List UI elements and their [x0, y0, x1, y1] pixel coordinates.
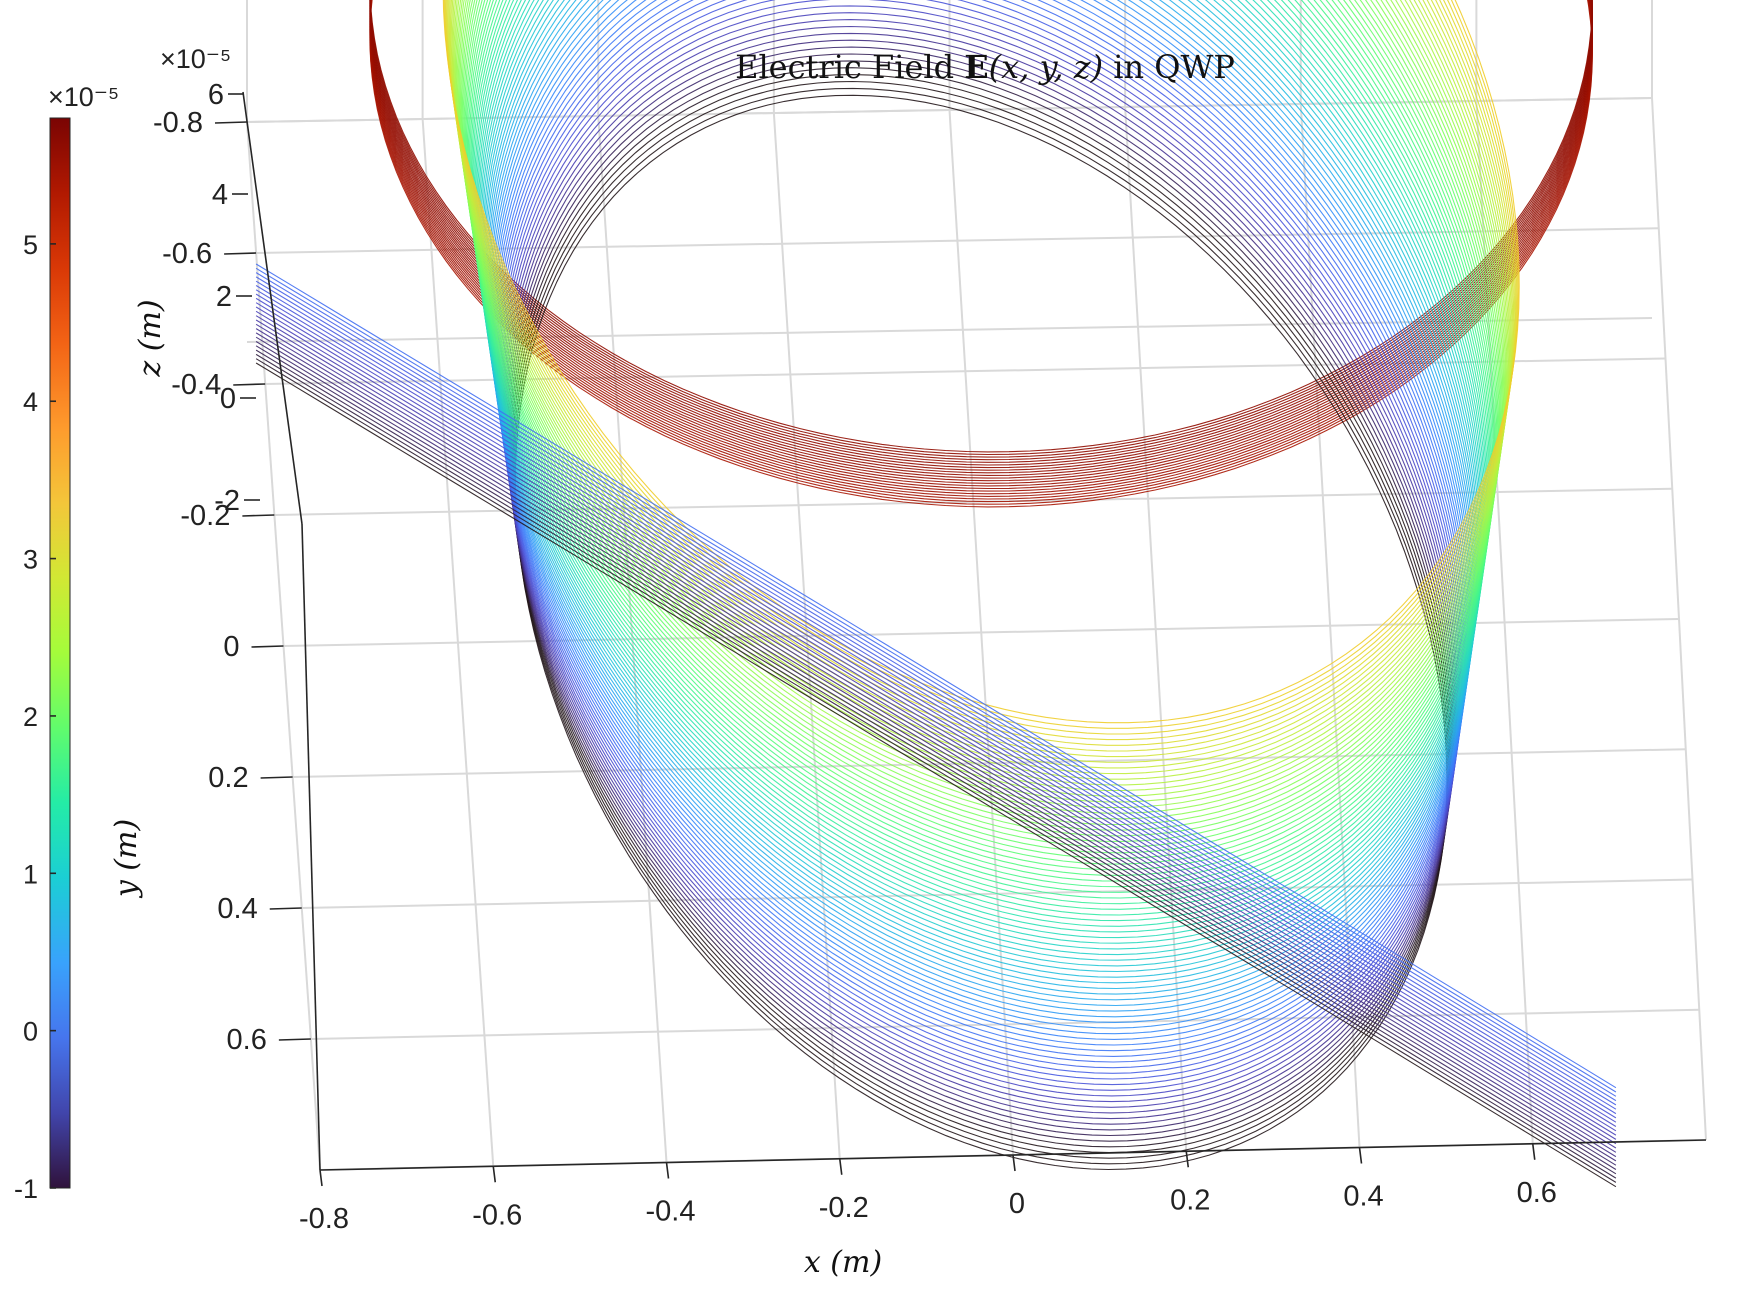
title-prefix: Electric Field [735, 48, 964, 86]
y-ticks: -0.8 -0.6 -0.4 -0.2 0 0.2 0.4 0.6 [153, 107, 311, 1056]
z-tick-label: 2 [216, 281, 232, 313]
x-tick-label: -0.6 [472, 1199, 522, 1231]
plane-line [255, 302, 1617, 1127]
plane-surface [255, 263, 1617, 1188]
plane-line [255, 349, 1617, 1175]
plane-line [255, 358, 1617, 1183]
x-tick-label: 0 [1009, 1188, 1025, 1220]
x-tick-label: 0.6 [1517, 1177, 1557, 1209]
y-tick-label: -0.6 [162, 238, 212, 270]
plane-line [255, 345, 1617, 1170]
x-tick-mark [1531, 1143, 1536, 1160]
spiral-line [457, 0, 1506, 814]
y-axis-label: y (m) [109, 819, 144, 899]
plane-line [255, 336, 1617, 1162]
z-tick-label: 4 [212, 179, 228, 211]
z-axis-label: z (m) [133, 299, 168, 377]
spiral-line [444, 0, 1518, 735]
plane-line [255, 267, 1617, 1093]
title-bold: E [964, 48, 988, 86]
colorbar-tick-label: 4 [23, 387, 38, 417]
y-tick-mark [260, 776, 293, 779]
x-tick-label: 0.4 [1343, 1181, 1383, 1213]
y-tick-mark [224, 252, 257, 255]
plane-line [255, 263, 1617, 1089]
colorbar-tick-label: 2 [23, 702, 38, 732]
title-args: (x, y, z) [989, 48, 1103, 86]
spiral-line [450, 0, 1512, 775]
plane-line [255, 353, 1617, 1179]
colorbar-tick-label: -1 [14, 1174, 38, 1204]
y-axis-line [301, 523, 321, 1171]
colorbar-tick-label: 3 [23, 545, 38, 575]
y-tick-label: 0.2 [208, 762, 248, 794]
colorbar-tick-label: 1 [23, 859, 38, 889]
ring-line [369, 0, 1593, 453]
y-tick-label: -0.2 [180, 500, 230, 532]
spiral-line [464, 0, 1498, 859]
plane-line [255, 289, 1617, 1115]
x-tick-mark [1358, 1147, 1363, 1164]
y-tick-label: 0 [223, 631, 239, 663]
plane-line [255, 315, 1617, 1140]
y-tick-label: 0.4 [217, 893, 257, 925]
x-ticks: -0.8 -0.6 -0.4 -0.2 0 0.2 0.4 0.6 [299, 1143, 1557, 1235]
plane-line [255, 310, 1617, 1136]
x-tick-mark [1012, 1154, 1016, 1172]
plane-line [255, 272, 1617, 1097]
plane-line [255, 297, 1617, 1123]
plane-line [255, 341, 1617, 1166]
x-tick-mark [838, 1158, 843, 1175]
plane-line [255, 285, 1617, 1110]
plane-line [255, 319, 1617, 1145]
plane-line [255, 306, 1617, 1132]
y-tick-mark [278, 1038, 311, 1041]
colorbar-exponent: ×10⁻⁵ [48, 82, 119, 112]
ring-surface [369, 0, 1593, 508]
x-tick-label: -0.4 [646, 1196, 696, 1228]
plane-line [255, 362, 1617, 1188]
y-tick-label: 0.6 [227, 1024, 267, 1056]
plane-line [255, 328, 1617, 1153]
chart-title: Electric Field E(x, y, z) in QWP [735, 48, 1235, 86]
x-tick-mark [492, 1166, 497, 1183]
colorbar-tick-label: 0 [23, 1017, 38, 1047]
z-tick-label: 6 [208, 79, 224, 111]
z-exponent: ×10⁻⁵ [160, 44, 231, 74]
x-tick-mark [319, 1169, 323, 1187]
colorbar-tick-label: 5 [23, 230, 38, 260]
x-tick-label: -0.8 [299, 1203, 349, 1235]
y-tick-label: -0.4 [171, 369, 221, 401]
y-tick-mark [233, 383, 266, 386]
spiral-surface [442, 0, 1520, 1171]
y-tick-mark [242, 514, 275, 517]
z-ticks: -2 0 2 4 6 [208, 79, 260, 517]
title-suffix: in QWP [1103, 48, 1235, 86]
y-tick-mark [269, 907, 302, 910]
plane-line [255, 280, 1617, 1106]
x-tick-label: -0.2 [819, 1192, 869, 1224]
spiral-line [466, 0, 1497, 871]
z-tick-label: -2 [214, 485, 240, 517]
colorbar-gradient [49, 117, 71, 1189]
plane-line [255, 276, 1617, 1102]
colorbar: ×10⁻⁵ [48, 82, 119, 1189]
x-tick-label: 0.2 [1170, 1184, 1210, 1216]
y-tick-label: -0.8 [153, 107, 203, 139]
colorbar-ticks: -1 0 1 2 3 4 5 [14, 230, 56, 1204]
z-axis-line [242, 91, 303, 525]
plane-line [255, 293, 1617, 1119]
y-tick-mark [214, 121, 248, 124]
x-axis-label: x (m) [804, 1245, 882, 1280]
x-tick-mark [665, 1162, 670, 1179]
z-tick-label: 0 [220, 383, 236, 415]
x-tick-mark [1185, 1151, 1190, 1168]
spiral-line [442, 0, 1520, 724]
y-tick-mark [251, 645, 284, 648]
plane-line [255, 332, 1617, 1158]
plane-line [255, 323, 1617, 1149]
